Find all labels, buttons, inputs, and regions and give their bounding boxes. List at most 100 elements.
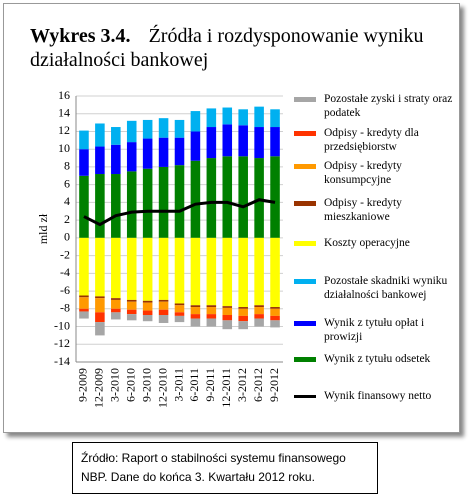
bar-segment [158,309,169,316]
bar-segment [142,119,153,139]
bar-segment [95,146,105,175]
bar-segment [174,119,185,138]
bar-segment [270,127,280,157]
y-tick-label: -6 [60,283,70,297]
bar-segment [222,107,233,125]
bar-segment [238,125,248,157]
bar-segment [158,315,169,323]
bar-segment [222,156,233,238]
bar-segment [222,307,233,316]
bar-segment [190,307,201,315]
bar-segment [142,300,153,303]
bar-segment [111,308,121,313]
x-tick-label: 6-2011 [187,368,201,402]
bar-segment [126,314,137,321]
bar-segment [111,237,121,299]
y-tick-label: 12 [58,123,70,137]
legend-label: Odpisy - kredyty dla przedsiębiorstw [324,127,419,153]
bar-segment [95,174,105,238]
bar-segment [206,158,217,238]
bar-segment [158,301,169,310]
bar-segment [142,138,153,169]
legend-label: Wynik finansowy netto [324,390,432,402]
bar-segment [95,296,105,299]
bar-segment [190,131,201,161]
bar-segment [222,237,233,307]
bar-segment [174,315,185,323]
y-tick-label: 4 [64,194,70,208]
bar-segment [238,307,248,309]
legend-swatch [294,357,316,362]
y-tick-label: 2 [64,212,70,226]
bar-segment [270,320,280,328]
bar-segment [190,160,201,238]
bar-segment [174,237,185,304]
x-tick-label: 6-2010 [123,368,137,402]
bar-segment [206,305,217,308]
bar-segment [111,127,121,145]
bar-segment [238,308,248,316]
bar-segment [254,318,264,327]
x-tick-label: 3-2010 [108,368,122,402]
legend-swatch [294,201,316,206]
bar-segment [206,314,217,319]
bar-segment [111,298,121,300]
legend-label: Koszty operacyjne [324,237,410,249]
bar-segment [111,312,121,320]
legend-label: Wynik z tytułu odsetek [324,353,431,365]
bar-segment [174,305,185,313]
bar-segment [142,237,153,301]
bar-segment [126,171,137,238]
y-tick-label: -12 [54,336,70,350]
bar-segment [142,315,153,322]
bar-segment [238,321,248,330]
legend-label: Wynik z tytułu opłat i prowizji [324,317,425,343]
bar-segment [270,156,280,238]
x-tick-label: 12-2010 [155,368,169,408]
bar-segment [95,322,105,336]
y-tick-label: 16 [58,88,70,102]
bar-segment [222,124,233,157]
legend-swatch [294,321,316,326]
legend-swatch [294,164,316,169]
x-tick-label: 3-2011 [171,368,185,402]
bar-segment [222,320,233,330]
chart: -14 -12 -10 -8 -6 -4 -2 0 2 4 6 8 10 12 14 16 mld zł 9-20… [36,88,283,408]
legend-swatch [294,131,316,136]
bar-segment [206,127,217,159]
x-tick-label: 9-2012 [267,368,281,402]
bar-segment [190,318,201,327]
title: Wykres 3.4. Źródła i rozdysponowanie wyni… [30,24,450,72]
bar-segment [95,312,105,323]
bar-segment [190,237,201,306]
bar-segment [126,237,137,300]
bar-segment [158,237,169,300]
legend-label: Odpisy - kredyty konsumpcyjne [324,160,402,186]
bar-segment [142,310,153,316]
bar-segment [206,318,217,327]
y-axis-label: mld zł [36,213,50,244]
bar-segment [254,305,264,308]
bar-segment [126,299,137,302]
bar-segment [126,309,137,315]
line-series [83,198,276,227]
x-tick-label: 9-2011 [203,368,217,402]
bar-segment [126,142,137,172]
y-tick-label: 14 [58,105,70,119]
bar-segment [126,120,137,143]
bar-segment [238,237,248,308]
bar-segment [111,174,121,238]
bar-segment [206,237,217,306]
x-tick-label: 12-2009 [92,368,106,408]
bar-segment [254,307,264,315]
bar-segment [142,302,153,311]
bar-segment [95,123,105,147]
bar-segment [270,308,280,316]
y-tick-label: 8 [64,159,70,173]
bar-segment [190,305,201,308]
y-tick-label: 0 [64,230,70,244]
bar-segment [79,308,89,312]
bar-segment [270,307,280,309]
legend-swatch [294,97,316,102]
y-tick-label: -2 [60,247,70,261]
